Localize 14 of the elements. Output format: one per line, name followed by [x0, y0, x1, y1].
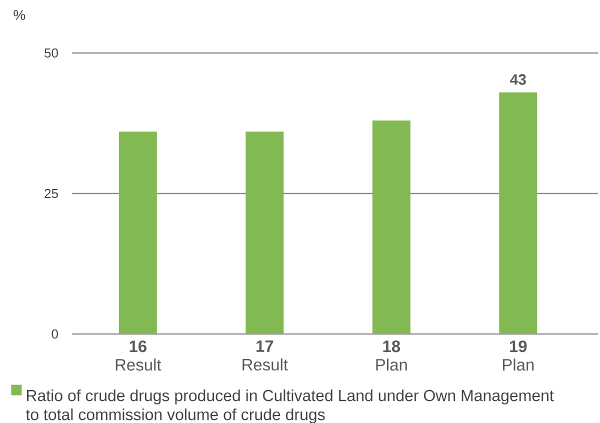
bar: [118, 132, 157, 334]
y-axis-title: %: [14, 10, 26, 20]
bar: [246, 132, 284, 334]
bar: [372, 120, 410, 334]
x-tick-label: 16 Result: [116, 340, 162, 371]
x-tick-label: 18 Plan: [376, 340, 407, 371]
y-tick-label: 25: [44, 188, 58, 198]
y-tick-label: 0: [52, 329, 58, 339]
y-tick-label: 50: [44, 48, 58, 58]
bar: [499, 92, 538, 334]
x-tick-label: 17 Result: [242, 340, 288, 371]
legend-label: Ratio of crude drugs produced in Cultivated Land under Own Management to total commission volume of crude drugs: [26, 389, 554, 423]
data-label: 43: [510, 74, 526, 85]
x-tick-label: 19 Plan: [503, 340, 534, 371]
